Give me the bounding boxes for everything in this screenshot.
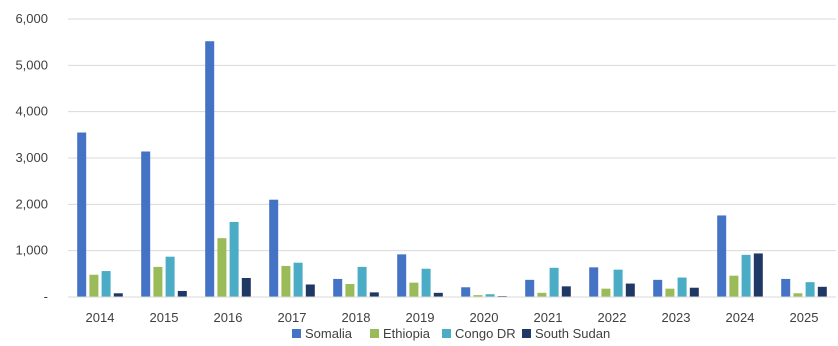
x-tick-label: 2019 (406, 310, 435, 325)
bar-congo-dr-2023 (677, 277, 687, 297)
x-tick-label: 2021 (534, 310, 563, 325)
bar-somalia-2014 (77, 132, 87, 297)
x-tick-label: 2022 (598, 310, 627, 325)
x-tick-label: 2016 (214, 310, 243, 325)
legend-item-congo-dr: Congo DR (442, 326, 516, 341)
bar-south-sudan-2022 (625, 283, 635, 297)
bar-ethiopia-2017 (281, 265, 291, 297)
legend-swatch (370, 329, 379, 338)
bar-south-sudan-2017 (305, 284, 315, 297)
bar-congo-dr-2025 (805, 282, 815, 297)
x-tick-label: 2025 (790, 310, 819, 325)
y-tick-label: 2,000 (15, 196, 48, 211)
x-tick-label: 2017 (278, 310, 307, 325)
bar-congo-dr-2021 (549, 267, 559, 297)
y-tick-label: 3,000 (15, 150, 48, 165)
y-tick-label: 5,000 (15, 57, 48, 72)
bar-ethiopia-2015 (153, 266, 163, 297)
bar-south-sudan-2018 (369, 292, 379, 297)
x-axis-tick-labels: 2014 2015 2016 2017 2018 2019 2020 2021 2022 2023… (86, 310, 819, 325)
x-tick-label: 2014 (86, 310, 115, 325)
bar-ethiopia-2022 (601, 288, 611, 297)
bar-somalia-2019 (397, 254, 407, 297)
y-tick-label: 1,000 (15, 243, 48, 258)
bar-congo-dr-2022 (613, 269, 623, 297)
bar-ethiopia-2024 (729, 275, 739, 297)
legend-label: South Sudan (535, 326, 610, 341)
x-tick-label: 2024 (726, 310, 755, 325)
x-tick-label: 2015 (150, 310, 179, 325)
bar-ethiopia-2023 (665, 288, 675, 297)
bar-south-sudan-2015 (177, 290, 187, 297)
bar-south-sudan-2014 (113, 293, 123, 297)
bar-somalia-2023 (653, 279, 663, 297)
bar-congo-dr-2020 (485, 294, 495, 297)
legend-item-somalia: Somalia (292, 326, 353, 341)
legend-item-south-sudan: South Sudan (522, 326, 610, 341)
legend-swatch (522, 329, 531, 338)
bar-ethiopia-2025 (793, 293, 803, 297)
bar-somalia-2025 (781, 278, 791, 297)
bar-congo-dr-2015 (165, 256, 175, 297)
bar-somalia-2021 (525, 279, 535, 297)
legend: Somalia Ethiopia Congo DR South Sudan (292, 326, 610, 341)
bar-somalia-2016 (205, 41, 215, 297)
x-tick-label: 2023 (662, 310, 691, 325)
bar-ethiopia-2014 (89, 274, 99, 297)
y-axis-tick-labels: - 1,000 2,000 3,000 4,000 5,000 6,000 (15, 11, 48, 304)
bar-south-sudan-2021 (561, 286, 571, 297)
bar-somalia-2018 (333, 278, 343, 297)
bar-congo-dr-2024 (741, 254, 751, 297)
legend-item-ethiopia: Ethiopia (370, 326, 431, 341)
bar-congo-dr-2019 (421, 268, 431, 297)
bar-south-sudan-2019 (433, 292, 443, 297)
y-tick-label: - (44, 289, 48, 304)
legend-label: Ethiopia (383, 326, 431, 341)
bar-somalia-2015 (141, 151, 151, 297)
bar-south-sudan-2025 (817, 286, 827, 297)
bar-congo-dr-2014 (101, 271, 111, 297)
bar-congo-dr-2018 (357, 266, 367, 297)
bar-south-sudan-2024 (753, 253, 763, 297)
y-tick-label: 6,000 (15, 11, 48, 26)
bar-south-sudan-2016 (241, 278, 251, 297)
bar-somalia-2022 (589, 267, 599, 297)
bars (77, 41, 827, 297)
bar-south-sudan-2023 (689, 287, 699, 297)
bar-congo-dr-2017 (293, 262, 303, 297)
legend-swatch (442, 329, 451, 338)
bar-ethiopia-2018 (345, 284, 355, 297)
bar-somalia-2017 (269, 199, 279, 297)
bar-ethiopia-2021 (537, 292, 547, 297)
bar-congo-dr-2016 (229, 221, 239, 297)
legend-label: Congo DR (455, 326, 516, 341)
x-tick-label: 2020 (470, 310, 499, 325)
bar-somalia-2020 (461, 287, 471, 297)
gridlines (68, 18, 836, 252)
bar-ethiopia-2020 (473, 295, 483, 297)
legend-swatch (292, 329, 301, 338)
bar-ethiopia-2016 (217, 238, 227, 297)
y-tick-label: 4,000 (15, 104, 48, 119)
x-tick-label: 2018 (342, 310, 371, 325)
bar-ethiopia-2019 (409, 282, 419, 297)
legend-label: Somalia (305, 326, 353, 341)
bar-somalia-2024 (717, 215, 727, 297)
